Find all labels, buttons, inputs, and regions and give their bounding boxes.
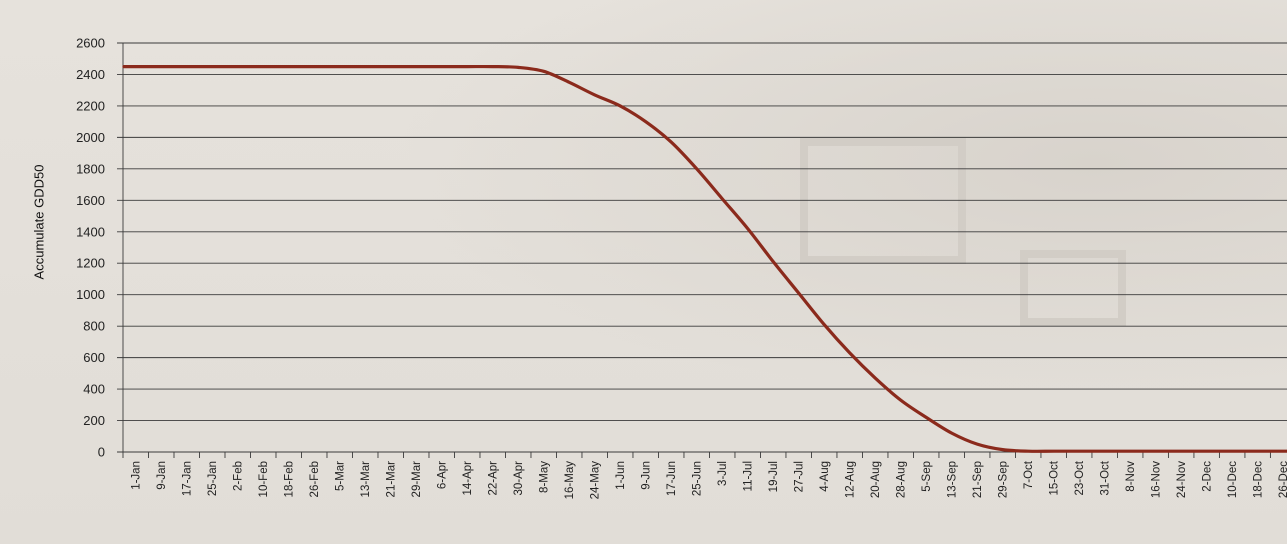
x-tick-label: 16-Nov [1151,461,1163,498]
show-through-shape [1020,250,1126,326]
y-tick-label: 2200 [76,98,105,113]
x-tick-label: 8-May [539,461,551,493]
x-tick-label: 8-Nov [1125,461,1137,492]
y-tick-label: 600 [83,350,105,365]
x-tick-label: 17-Jan [182,461,194,496]
x-tick-label: 9-Jan [156,461,168,490]
y-tick-label: 1200 [76,256,105,271]
x-tick-label: 17-Jun [666,461,678,496]
axes [122,43,1271,458]
x-tick-label: 18-Feb [284,461,296,497]
x-tick-label: 15-Oct [1049,460,1061,495]
y-tick-label: 0 [98,445,105,460]
series-line [122,64,1287,453]
x-tick-label: 5-Sep [921,461,933,492]
y-tick-label: 2600 [76,36,105,51]
y-tick-label: 1400 [76,224,105,239]
gridlines [117,42,1287,453]
x-tick-label: 12-Aug [845,461,857,498]
x-tick-label: 3-Jul [717,461,729,486]
x-tick-label: 16-May [564,461,576,500]
x-tick-label: 18-Dec [1253,461,1265,498]
x-tick-label: 4-Aug [819,461,831,492]
x-tick-label: 27-Jul [794,461,806,492]
x-tick-label: 14-Apr [462,461,474,496]
x-tick-label: 28-Aug [896,461,908,498]
y-tick-label: 200 [83,413,105,428]
x-tick-label: 25-Jun [692,461,704,496]
x-tick-label: 22-Apr [488,461,500,496]
x-tick-label: 19-Jul [768,461,780,492]
x-tick-label: 21-Sep [972,461,984,498]
x-tick-label: 10-Dec [1227,461,1239,498]
x-tick-label: 13-Mar [360,461,372,498]
series-layer [122,64,1287,453]
x-tick-label: 26-Dec [1278,461,1287,498]
show-through-shape [800,138,966,264]
x-tick-label: 2-Dec [1202,461,1214,492]
x-tick-label: 13-Sep [947,461,959,498]
x-tick-label: 24-May [590,461,602,500]
x-tick-label: 29-Mar [411,461,423,498]
x-tick-label: 2-Feb [233,461,245,491]
x-tick-label: 1-Jun [615,461,627,490]
x-tick-label: 6-Apr [437,461,449,489]
x-tick-label: 25-Jan [207,461,219,496]
y-axis-label: Accumulate GDD50 [31,165,46,280]
x-tick-label: 20-Aug [870,461,882,498]
x-tick-label: 5-Mar [335,461,347,491]
x-tick-label: 31-Oct [1100,460,1112,495]
x-tick-label: 9-Jun [641,461,653,490]
x-axis-ticks: 1-Jan 9-Jan 17-Jan 25-Jan 2-Feb 10-Feb 18-Feb 2… [131,460,1287,499]
y-tick-label: 2400 [76,67,105,82]
y-tick-label: 1600 [76,193,105,208]
y-axis-ticks: 0 200 400 600 800 1000 1200 1400 1600 1800 2000 220… [76,36,105,460]
x-tick-label: 24-Nov [1176,461,1188,498]
x-tick-label: 29-Sep [998,461,1010,498]
x-tick-label: 11-Jul [743,461,755,491]
x-tick-label: 26-Feb [309,461,321,497]
x-tick-label: 1-Jan [131,461,143,490]
y-tick-label: 400 [83,382,105,397]
x-tick-label: 7-Oct [1023,460,1035,489]
y-tick-label: 800 [83,319,105,334]
x-tick-label: 23-Oct [1074,460,1086,495]
x-tick-label: 30-Apr [513,461,525,496]
y-tick-label: 1800 [76,161,105,176]
y-tick-label: 2000 [76,130,105,145]
y-tick-label: 1000 [76,287,105,302]
x-tick-label: 10-Feb [258,461,270,497]
x-tick-label: 21-Mar [386,461,398,498]
